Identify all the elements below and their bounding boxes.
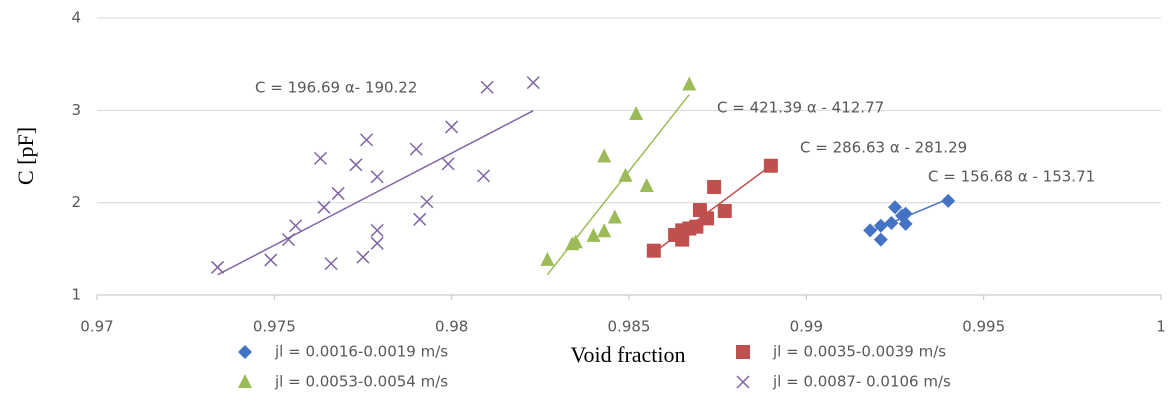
point bbox=[289, 219, 303, 233]
point bbox=[540, 251, 555, 266]
point bbox=[331, 186, 345, 200]
point bbox=[413, 212, 427, 226]
point bbox=[441, 157, 455, 171]
y-tick-label: 3 bbox=[71, 101, 81, 119]
point bbox=[370, 236, 384, 250]
point bbox=[717, 203, 732, 218]
point bbox=[356, 250, 370, 264]
point bbox=[898, 216, 913, 231]
point bbox=[639, 178, 654, 193]
point bbox=[597, 223, 612, 238]
point bbox=[763, 158, 778, 173]
point bbox=[211, 260, 225, 274]
point bbox=[898, 206, 913, 221]
x-tick-label: 1 bbox=[1156, 318, 1166, 336]
y-tick-label: 2 bbox=[71, 193, 81, 211]
y-axis-label: C [pF] bbox=[13, 127, 38, 185]
point bbox=[707, 179, 722, 194]
trend-line bbox=[217, 110, 534, 276]
annotation: C = 421.39 α - 412.77 bbox=[717, 99, 884, 117]
x-tick-label: 0.985 bbox=[608, 318, 651, 336]
point bbox=[370, 223, 384, 237]
legend-marker bbox=[238, 374, 252, 388]
x-tick-label: 0.995 bbox=[962, 318, 1005, 336]
y-tick-label: 1 bbox=[71, 286, 81, 304]
point bbox=[360, 133, 374, 147]
x-tick-label: 0.98 bbox=[435, 318, 468, 336]
point bbox=[420, 195, 434, 209]
legend-marker bbox=[736, 345, 750, 359]
point bbox=[586, 227, 601, 242]
point bbox=[629, 106, 644, 121]
point bbox=[480, 80, 494, 94]
x-tick-label: 0.975 bbox=[253, 318, 296, 336]
point bbox=[526, 76, 540, 90]
point bbox=[349, 158, 363, 172]
x-tick-label: 0.97 bbox=[80, 318, 113, 336]
point bbox=[941, 193, 956, 208]
point bbox=[409, 142, 423, 156]
point bbox=[618, 167, 633, 182]
legend-marker bbox=[736, 375, 750, 389]
point bbox=[477, 169, 491, 183]
point bbox=[281, 233, 296, 247]
point bbox=[324, 257, 338, 271]
legend-label: jl = 0.0035-0.0039 m/s bbox=[772, 343, 946, 361]
point bbox=[445, 120, 459, 134]
point bbox=[682, 76, 697, 91]
point bbox=[873, 232, 888, 247]
x-axis-label: Void fraction bbox=[570, 342, 685, 367]
point bbox=[700, 211, 715, 226]
annotation: C = 286.63 α - 281.29 bbox=[800, 139, 967, 157]
point bbox=[689, 219, 704, 234]
legend-marker bbox=[238, 345, 252, 359]
legend-label: jl = 0.0016-0.0019 m/s bbox=[274, 343, 448, 361]
y-tick-label: 4 bbox=[71, 9, 81, 27]
point bbox=[607, 209, 622, 224]
point bbox=[264, 253, 278, 267]
x-tick-label: 0.99 bbox=[790, 318, 823, 336]
annotation: C = 156.68 α - 153.71 bbox=[928, 168, 1095, 186]
point bbox=[884, 215, 899, 230]
point bbox=[863, 223, 878, 238]
legend-label: jl = 0.0053-0.0054 m/s bbox=[274, 373, 448, 391]
point bbox=[873, 218, 888, 233]
legend-label: jl = 0.0087- 0.0106 m/s bbox=[772, 373, 951, 391]
point bbox=[568, 234, 583, 249]
point bbox=[370, 170, 384, 184]
point bbox=[675, 232, 690, 247]
point bbox=[317, 200, 331, 214]
point bbox=[313, 151, 327, 165]
point bbox=[888, 200, 902, 215]
point bbox=[597, 148, 612, 163]
point bbox=[646, 243, 661, 258]
annotation: C = 196.69 α- 190.22 bbox=[255, 79, 417, 97]
